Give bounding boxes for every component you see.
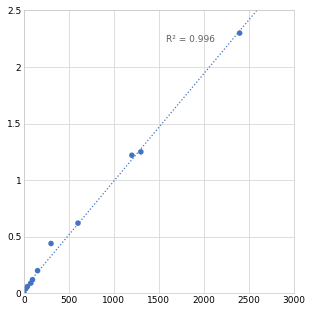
Point	[30, 277, 35, 282]
Point	[22, 291, 27, 296]
Point	[138, 149, 143, 154]
Point	[237, 31, 242, 36]
Point	[35, 268, 40, 273]
Text: R² = 0.996: R² = 0.996	[166, 35, 215, 44]
Point	[25, 284, 30, 289]
Point	[76, 221, 80, 226]
Point	[23, 286, 28, 291]
Point	[129, 153, 134, 158]
Point	[49, 241, 54, 246]
Point	[28, 280, 33, 285]
